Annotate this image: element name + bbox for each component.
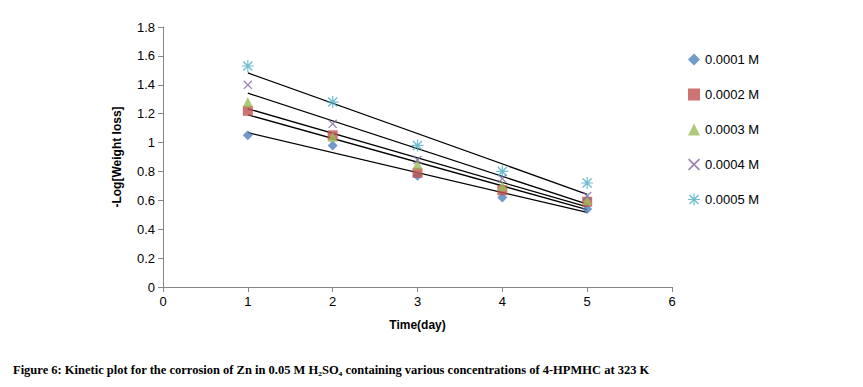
svg-text:0: 0 xyxy=(159,294,166,309)
svg-text:0.0001 M: 0.0001 M xyxy=(705,52,759,67)
svg-text:3: 3 xyxy=(414,294,421,309)
svg-text:1.8: 1.8 xyxy=(137,20,155,35)
svg-text:0.0004 M: 0.0004 M xyxy=(705,157,759,172)
svg-text:Time(day): Time(day) xyxy=(389,318,445,332)
svg-text:0.4: 0.4 xyxy=(137,222,155,237)
svg-text:6: 6 xyxy=(668,294,675,309)
svg-text:1.2: 1.2 xyxy=(137,106,155,121)
svg-text:1.4: 1.4 xyxy=(137,77,155,92)
svg-text:0.6: 0.6 xyxy=(137,193,155,208)
svg-text:0: 0 xyxy=(148,280,155,295)
svg-text:4: 4 xyxy=(499,294,506,309)
svg-text:Figure 6: Kinetic plot for the: Figure 6: Kinetic plot for the corrosion… xyxy=(13,363,650,377)
svg-text:2: 2 xyxy=(329,294,336,309)
svg-text:0.2: 0.2 xyxy=(137,251,155,266)
svg-text:-Log[Weight loss]: -Log[Weight loss] xyxy=(110,106,124,207)
svg-text:1: 1 xyxy=(148,135,155,150)
svg-text:0.8: 0.8 xyxy=(137,164,155,179)
svg-text:1.6: 1.6 xyxy=(137,48,155,63)
svg-text:5: 5 xyxy=(584,294,591,309)
svg-text:0.0002 M: 0.0002 M xyxy=(705,87,759,102)
svg-text:1: 1 xyxy=(244,294,251,309)
svg-text:0.0005 M: 0.0005 M xyxy=(705,192,759,207)
svg-text:0.0003 M: 0.0003 M xyxy=(705,122,759,137)
